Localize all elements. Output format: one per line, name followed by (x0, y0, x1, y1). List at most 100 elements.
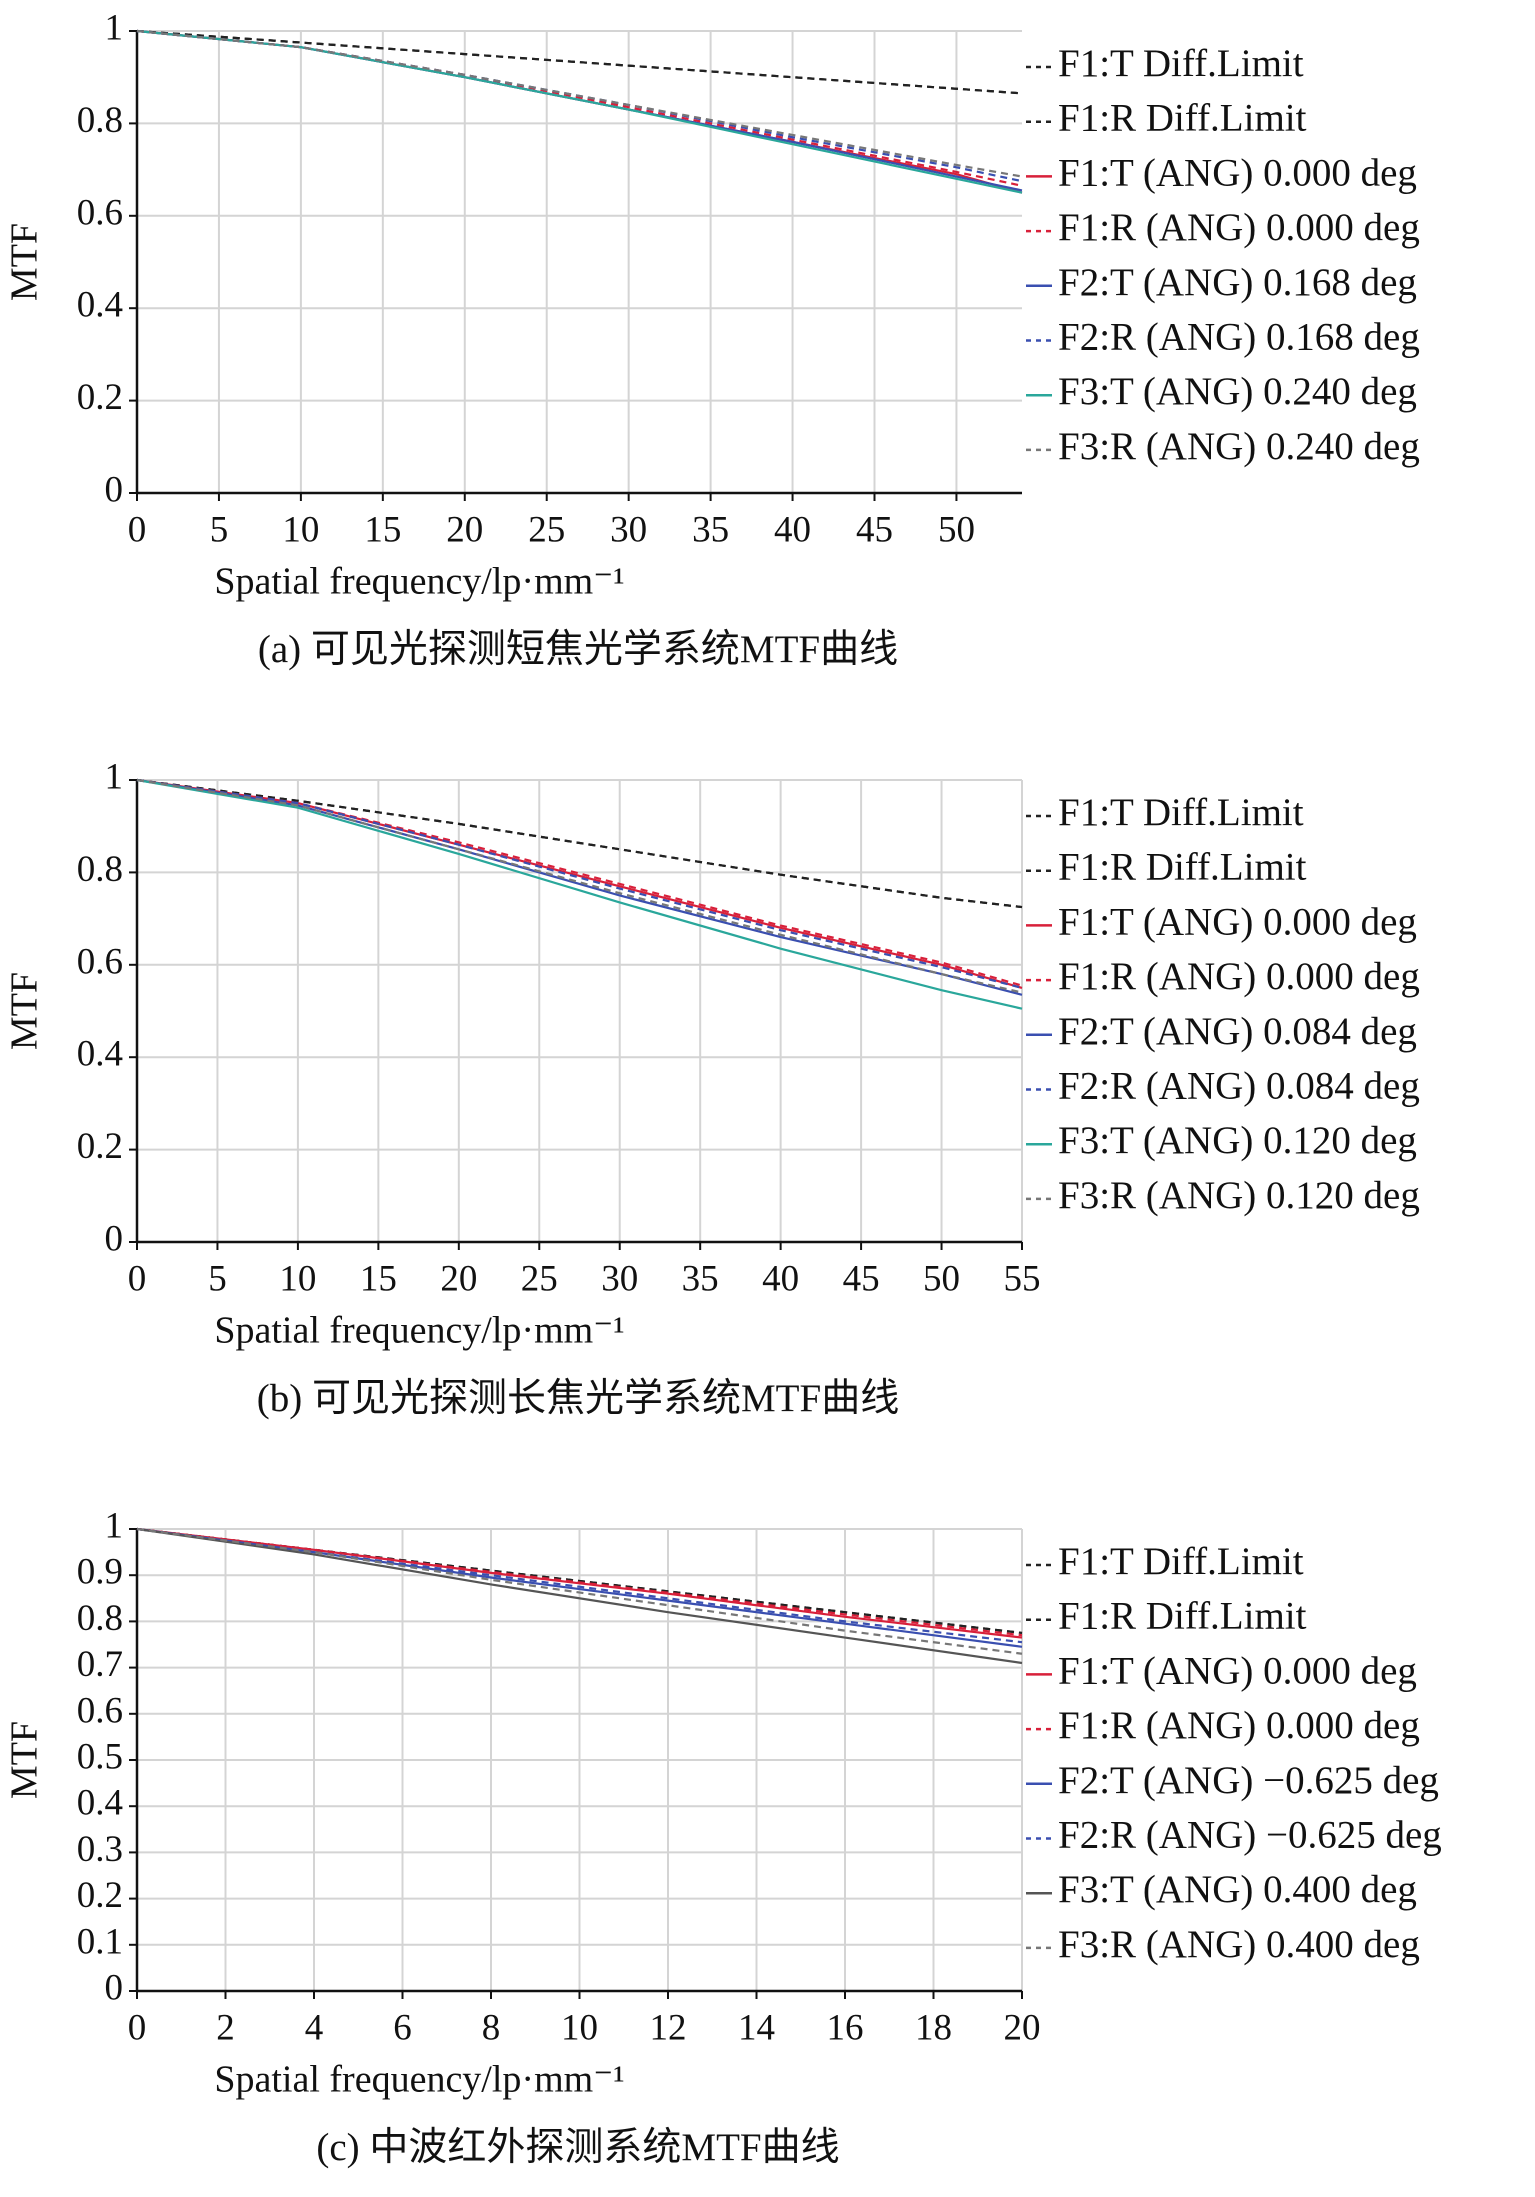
x-tick-label: 15 (364, 509, 401, 550)
y-tick-label: 0.1 (77, 1921, 123, 1962)
x-tick-label: 45 (856, 509, 893, 550)
y-tick-label: 1 (105, 7, 124, 48)
x-tick-label: 55 (1004, 1258, 1041, 1299)
y-tick-label: 0.4 (77, 1783, 123, 1824)
y-axis-label: MTF (4, 1721, 46, 1799)
caption: (c) 中波红外探测系统MTF曲线 (316, 2126, 839, 2169)
x-tick-label: 16 (827, 2007, 864, 2048)
x-tick-label: 0 (128, 2007, 147, 2048)
y-tick-label: 0.3 (77, 1829, 123, 1870)
y-tick-label: 0.2 (77, 1126, 123, 1167)
legend-label: F3:R (ANG) 0.240 deg (1058, 425, 1420, 468)
x-tick-label: 25 (528, 509, 565, 550)
x-tick-label: 30 (601, 1258, 638, 1299)
y-tick-label: 0.2 (77, 377, 123, 418)
y-tick-label: 0.5 (77, 1736, 123, 1777)
x-tick-label: 35 (692, 509, 729, 550)
series-line (136, 29, 1023, 183)
series-line (136, 1527, 1023, 1655)
x-axis-label: Spatial frequency/lp·mm⁻¹ (214, 1310, 624, 1352)
x-tick-label: 8 (482, 2007, 501, 2048)
x-tick-label: 0 (128, 509, 147, 550)
y-tick-label: 0.4 (77, 285, 123, 326)
legend-label: F2:R (ANG) 0.168 deg (1058, 315, 1420, 358)
series-line (136, 778, 1023, 994)
x-tick-label: 10 (279, 1258, 316, 1299)
chart-panel: 0 5 10 15 20 25 30 35 40 45 50 55 0 0.2 0.4 0.6 0.8 1 F1:T… (4, 756, 1420, 1419)
y-tick-label: 0.2 (77, 1875, 123, 1916)
legend-label: F3:T (ANG) 0.240 deg (1058, 370, 1417, 413)
x-tick-label: 14 (738, 2007, 775, 2048)
legend-label: F2:T (ANG) 0.168 deg (1058, 261, 1417, 304)
x-tick-label: 5 (210, 509, 229, 550)
y-tick-label: 0.6 (77, 1690, 123, 1731)
legend-label: F1:R Diff.Limit (1058, 1595, 1307, 1638)
x-tick-label: 10 (561, 2007, 598, 2048)
chart-panel: 0 2 4 6 8 10 12 14 16 18 20 0 0.1 0.2 0.3 0.4 0.5 0.6 0.7 0… (4, 1505, 1442, 2168)
x-tick-label: 10 (282, 509, 319, 550)
legend-label: F3:T (ANG) 0.400 deg (1058, 1868, 1417, 1911)
series-line (136, 29, 1023, 187)
legend-label: F1:T Diff.Limit (1058, 1540, 1304, 1583)
series-line (136, 778, 1023, 989)
series-line (136, 1527, 1023, 1637)
legend-label: F2:T (ANG) 0.084 deg (1058, 1010, 1417, 1053)
legend-label: F1:R (ANG) 0.000 deg (1058, 206, 1420, 249)
x-tick-label: 50 (923, 1258, 960, 1299)
x-tick-label: 5 (208, 1258, 227, 1299)
x-tick-label: 35 (682, 1258, 719, 1299)
x-tick-label: 50 (938, 509, 975, 550)
series-line (136, 778, 1023, 1010)
legend-label: F2:T (ANG) −0.625 deg (1058, 1759, 1439, 1802)
series-line (136, 29, 1023, 95)
legend-label: F1:T (ANG) 0.000 deg (1058, 151, 1417, 194)
x-tick-label: 20 (1004, 2007, 1041, 2048)
legend-label: F3:R (ANG) 0.400 deg (1058, 1923, 1420, 1966)
y-tick-label: 0.6 (77, 192, 123, 233)
y-axis-label: MTF (4, 223, 46, 301)
x-tick-label: 12 (650, 2007, 687, 2048)
caption: (a) 可见光探测短焦光学系统MTF曲线 (258, 628, 898, 671)
x-tick-label: 4 (305, 2007, 324, 2048)
series-line (136, 29, 1023, 178)
x-tick-label: 30 (610, 509, 647, 550)
legend-label: F1:T (ANG) 0.000 deg (1058, 900, 1417, 943)
y-tick-label: 0.7 (77, 1644, 123, 1685)
legend-label: F1:T (ANG) 0.000 deg (1058, 1649, 1417, 1692)
x-tick-label: 20 (446, 509, 483, 550)
x-axis-label: Spatial frequency/lp·mm⁻¹ (214, 561, 624, 603)
y-tick-label: 0 (105, 1218, 124, 1259)
series-line (136, 29, 1023, 192)
x-tick-label: 40 (774, 509, 811, 550)
caption: (b) 可见光探测长焦光学系统MTF曲线 (257, 1377, 899, 1420)
y-tick-label: 0.6 (77, 941, 123, 982)
y-axis-label: MTF (4, 972, 46, 1050)
legend-label: F1:T Diff.Limit (1058, 791, 1304, 834)
y-tick-label: 0.9 (77, 1552, 123, 1593)
series-line (136, 1527, 1023, 1665)
x-tick-label: 20 (440, 1258, 477, 1299)
chart-panel: 0 5 10 15 20 25 30 35 40 45 50 0 0.2 0.4 0.6 0.8 1 F1:T D… (4, 7, 1420, 670)
x-tick-label: 15 (360, 1258, 397, 1299)
legend-label: F2:R (ANG) −0.625 deg (1058, 1813, 1442, 1856)
series-line (136, 778, 1023, 996)
legend-label: F3:T (ANG) 0.120 deg (1058, 1119, 1417, 1162)
legend-label: F1:R Diff.Limit (1058, 97, 1307, 140)
series-line (136, 778, 1023, 909)
legend-label: F1:R (ANG) 0.000 deg (1058, 955, 1420, 998)
x-tick-label: 6 (393, 2007, 412, 2048)
y-tick-label: 1 (105, 1505, 124, 1546)
x-tick-label: 18 (915, 2007, 952, 2048)
x-axis-label: Spatial frequency/lp·mm⁻¹ (214, 2059, 624, 2101)
x-tick-label: 0 (128, 1258, 147, 1299)
x-tick-label: 2 (216, 2007, 235, 2048)
series-line (136, 29, 1023, 194)
x-tick-label: 40 (762, 1258, 799, 1299)
x-tick-label: 25 (521, 1258, 558, 1299)
legend-label: F3:R (ANG) 0.120 deg (1058, 1174, 1420, 1217)
legend-label: F1:R Diff.Limit (1058, 846, 1307, 889)
x-tick-label: 45 (843, 1258, 880, 1299)
y-tick-label: 0 (105, 469, 124, 510)
series-line (136, 29, 1023, 194)
